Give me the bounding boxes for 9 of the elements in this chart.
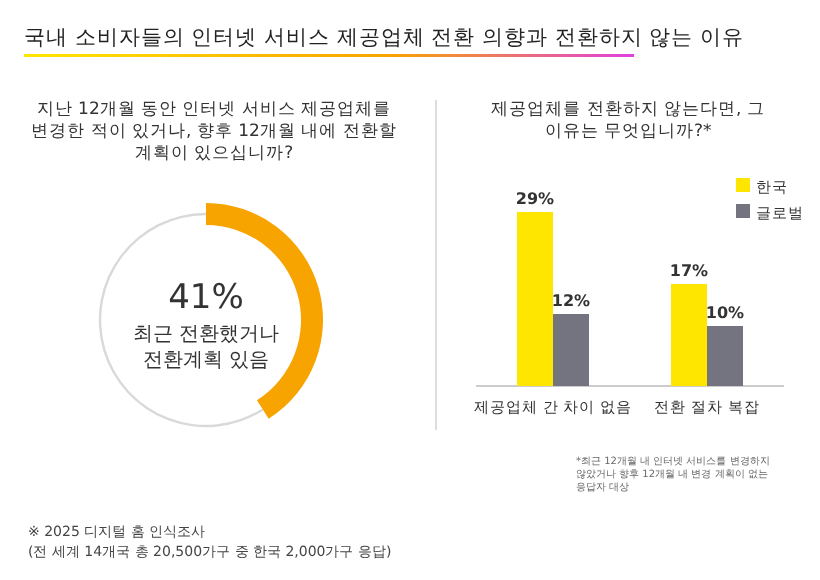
chart-subtitle: 지난 12개월 동안 인터넷 서비스 제공업체를 변경한 적이 있거나, 향후 12개월 내에 전환할 계획이 있으십니까? — [31, 100, 397, 164]
chart-title: 제공업체를 전환하지 않는다면, 그 이유는 무엇입니까?* — [491, 100, 765, 142]
data-label: 41% — [168, 278, 244, 318]
data-label: 17% — [669, 262, 709, 280]
text: 국내 소비자들의 인터넷 서비스 제공업체 전환 의향과 전환하지 않는 이유 — [24, 26, 745, 50]
data-label: 29% — [515, 190, 555, 208]
data-label: 12% — [551, 292, 591, 310]
slice-label: 최근 전환했거나 전환계획 있음 — [132, 324, 280, 372]
data-label: 10% — [705, 304, 745, 322]
